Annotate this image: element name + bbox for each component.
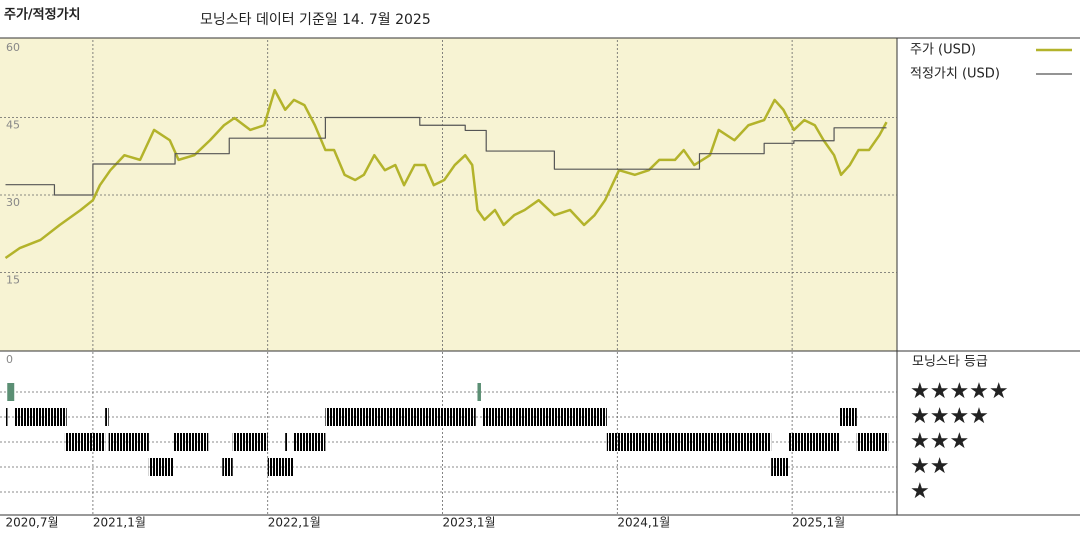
x-tick-label: 2021,1월	[93, 516, 146, 530]
rating-bar	[477, 383, 481, 401]
chart-title: 주가/적정가치	[4, 7, 81, 23]
chart-subtitle: 모닝스타 데이터 기준일 14. 7월 2025	[200, 12, 431, 28]
rating-bar	[325, 408, 476, 426]
rating-label: ★★★	[910, 429, 969, 454]
rating-label: ★★★★★	[910, 379, 1009, 404]
rating-bar	[267, 458, 294, 476]
rating-bar	[293, 433, 326, 451]
series-line	[4, 88, 888, 260]
y-tick-label: 30	[6, 196, 20, 209]
rating-bar	[5, 408, 8, 426]
rating-label: ★★	[910, 454, 949, 479]
rating-bar	[482, 408, 607, 426]
rating-bar	[105, 408, 109, 426]
rating-bar	[108, 433, 149, 451]
rating-label: ★★★★	[910, 404, 989, 429]
rating-bar	[788, 433, 840, 451]
y-tick-label: 60	[6, 41, 20, 54]
series-line	[5, 116, 887, 196]
rating-label: ★	[910, 479, 930, 504]
y-tick-label: 15	[6, 274, 20, 287]
rating-bar	[232, 433, 268, 451]
rating-bar	[222, 458, 233, 476]
ratings-title: 모닝스타 등급	[912, 355, 988, 370]
rating-bar	[7, 383, 15, 401]
x-tick-label: 2023,1월	[443, 516, 496, 530]
price-panel-bg	[0, 38, 897, 351]
rating-bar	[64, 433, 106, 451]
x-tick-label: 2022,1월	[268, 516, 321, 530]
x-tick-label: 2024,1월	[617, 516, 670, 530]
rating-bar	[839, 408, 857, 426]
rating-bar	[856, 433, 889, 451]
rating-bar	[148, 458, 174, 476]
legend-label: 적정가치 (USD)	[910, 67, 1000, 82]
y-tick-label: 0	[6, 353, 13, 366]
rating-bar	[173, 433, 209, 451]
x-tick-label: 2020,7월	[6, 516, 59, 530]
x-tick-label: 2025,1월	[792, 516, 845, 530]
rating-bar	[771, 458, 789, 476]
rating-bar	[14, 408, 67, 426]
rating-bar	[285, 433, 288, 451]
rating-bar	[606, 433, 772, 451]
y-tick-label: 45	[6, 119, 20, 132]
legend-label: 주가 (USD)	[910, 43, 976, 58]
